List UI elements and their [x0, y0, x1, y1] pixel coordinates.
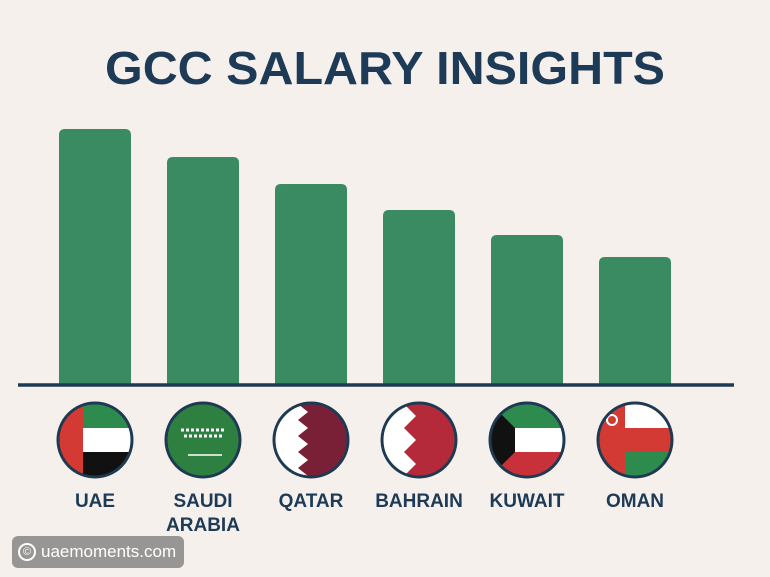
flag-borders [56, 401, 674, 479]
watermark: © uaemoments.com [12, 536, 185, 568]
bar [167, 157, 239, 385]
bar [599, 257, 671, 385]
bar [491, 235, 563, 385]
chart-title: GCC SALARY INSIGHTS [105, 42, 665, 94]
category-label: UAE [74, 491, 116, 512]
bar [383, 210, 455, 385]
bar [275, 184, 347, 385]
flag-qatar [275, 404, 347, 476]
category-label: OMAN [605, 491, 665, 512]
bar [59, 129, 131, 385]
watermark-text: uaemoments.com [41, 542, 177, 561]
category-label: QATAR [278, 491, 344, 512]
copyright-icon: © [18, 543, 36, 561]
flag-saudi-arabia [167, 404, 239, 476]
category-label: SAUDI ARABIA [166, 491, 240, 536]
category-label: KUWAIT [489, 491, 565, 512]
bars [59, 129, 671, 385]
category-label: BAHRAIN [375, 491, 463, 512]
flag-bahrain [383, 404, 455, 476]
